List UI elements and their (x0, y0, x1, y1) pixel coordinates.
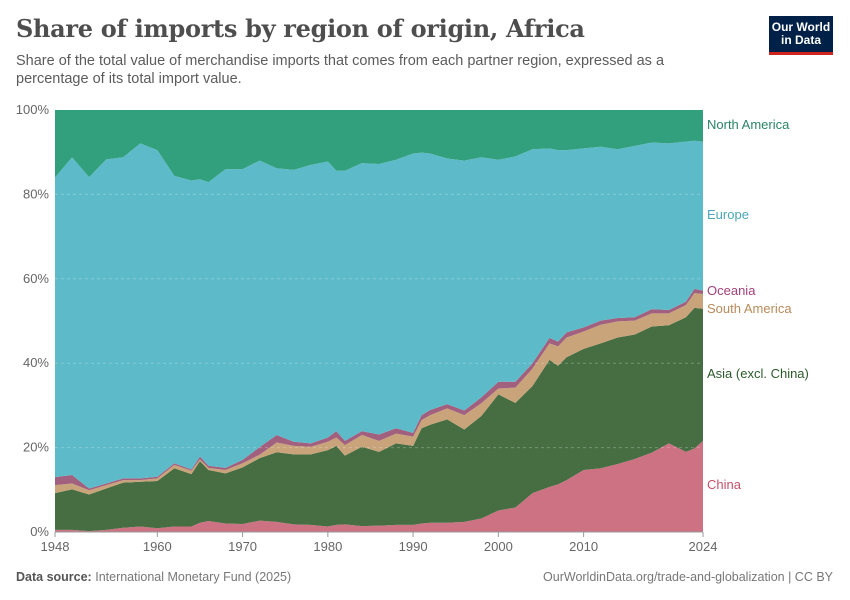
data-source: Data source: International Monetary Fund… (16, 570, 291, 584)
x-tick-label: 2010 (569, 539, 598, 554)
chart-title: Share of imports by region of origin, Af… (16, 14, 585, 43)
source-label: Data source: (16, 570, 92, 584)
x-tick-label: 1960 (143, 539, 172, 554)
area-asia-excl-china-[interactable] (55, 307, 703, 532)
chart-subtitle: Share of the total value of merchandise … (16, 53, 665, 87)
area-north-america[interactable] (55, 110, 703, 183)
area-europe[interactable] (55, 140, 703, 489)
series-label-oceania[interactable]: Oceania (707, 283, 756, 299)
source-text: International Monetary Fund (2025) (95, 570, 292, 584)
x-tick-label: 1970 (228, 539, 257, 554)
logo-line-1: Our World (771, 20, 831, 34)
y-tick-label: 100% (16, 102, 50, 117)
logo-line-2: in Data (780, 33, 821, 47)
x-tick-label: 2000 (484, 539, 513, 554)
y-tick-label: 0% (30, 524, 49, 539)
x-tick-label: 1948 (41, 539, 70, 554)
y-tick-label: 20% (23, 440, 49, 455)
series-label-china[interactable]: China (707, 477, 741, 493)
x-tick-label: 1990 (399, 539, 428, 554)
footer-link[interactable]: OurWorldinData.org/trade-and-globalizati… (543, 570, 833, 584)
series-label-south-america[interactable]: South America (707, 301, 792, 317)
y-tick-label: 40% (23, 355, 49, 370)
y-tick-label: 60% (23, 271, 49, 286)
owid-logo[interactable]: Our World in Data (769, 16, 833, 55)
x-tick-label: 2024 (689, 539, 718, 554)
series-label-europe[interactable]: Europe (707, 207, 749, 223)
y-tick-label: 80% (23, 186, 49, 201)
series-label-asia-excl-china[interactable]: Asia (excl. China) (707, 365, 809, 381)
series-label-north-america[interactable]: North America (707, 116, 790, 132)
x-tick-label: 1980 (313, 539, 342, 554)
area-china[interactable] (55, 440, 703, 532)
